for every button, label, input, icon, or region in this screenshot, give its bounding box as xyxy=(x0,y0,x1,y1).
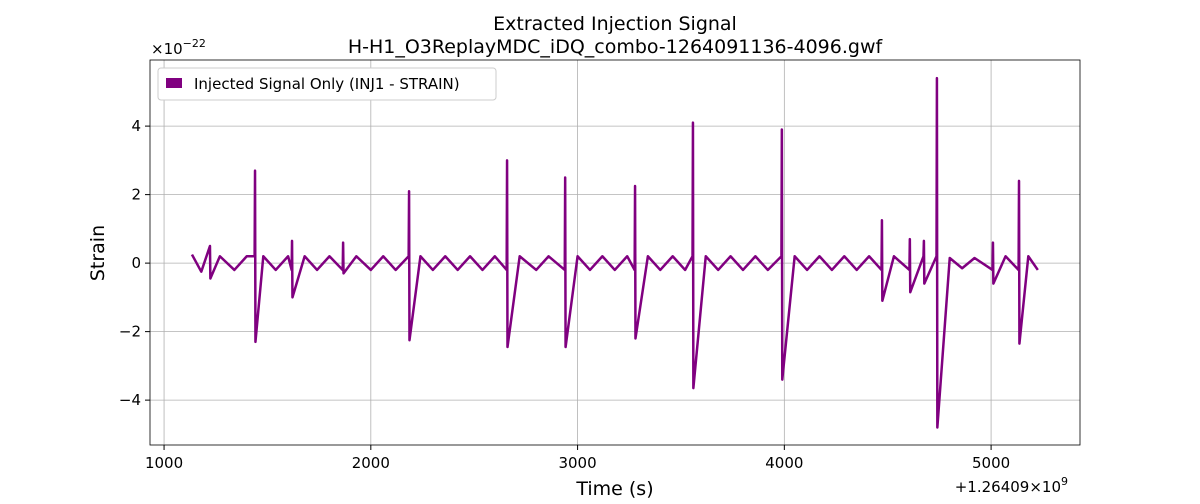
y-offset-exponent: −22 xyxy=(183,37,206,50)
x-offset-base: +1.26409×10 xyxy=(955,478,1061,496)
chart-subtitle: H-H1_O3ReplayMDC_iDQ_combo-1264091136-40… xyxy=(348,36,884,58)
y-axis-label: Strain xyxy=(87,225,109,281)
y-tick-label: 0 xyxy=(131,254,141,272)
x-tick-label: 4000 xyxy=(765,454,803,472)
x-axis-label: Time (s) xyxy=(575,478,653,500)
signal-line xyxy=(190,76,1039,429)
y-tick-label: −4 xyxy=(119,391,141,409)
legend-frame xyxy=(157,67,497,101)
x-tick-label: 2000 xyxy=(352,454,390,472)
y-offset-text: ×10−22 xyxy=(151,37,206,58)
y-tick-label: 2 xyxy=(131,186,141,204)
y-tick-label: −2 xyxy=(119,323,141,341)
x-tick-label: 3000 xyxy=(558,454,596,472)
legend-swatch xyxy=(166,78,182,88)
y-offset-base: ×10 xyxy=(151,40,183,58)
legend: Injected Signal Only (INJ1 - STRAIN) xyxy=(157,67,497,101)
x-tick-label: 5000 xyxy=(972,454,1010,472)
y-tick-label: 4 xyxy=(131,117,141,135)
x-offset-exponent: 9 xyxy=(1061,475,1068,488)
legend-label: Injected Signal Only (INJ1 - STRAIN) xyxy=(194,75,460,93)
plot-frame xyxy=(149,59,1081,446)
x-tick-label: 1000 xyxy=(145,454,183,472)
chart-title: Extracted Injection Signal xyxy=(493,13,737,35)
x-offset-text: +1.26409×109 xyxy=(955,475,1068,496)
